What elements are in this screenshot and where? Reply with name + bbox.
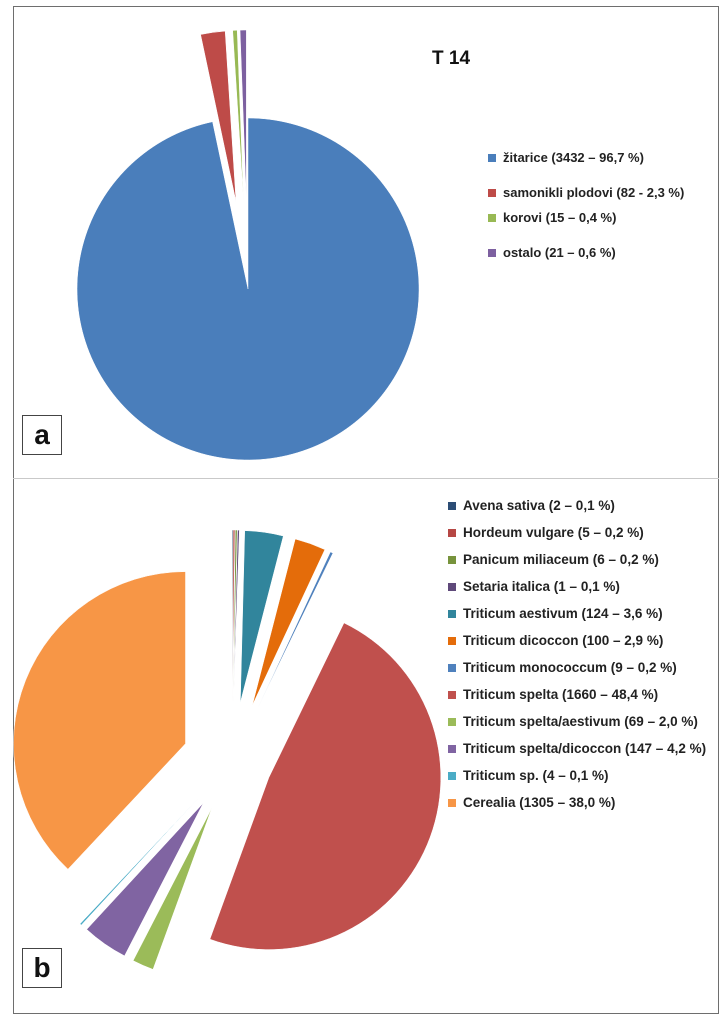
b-legend-label-9: Triticum spelta/dicoccon (147 – 4,2 %)	[463, 741, 707, 756]
b-legend-item-11: Cerealia (1305 – 38,0 %)	[448, 795, 720, 811]
b-legend-item-6: Triticum monococcum (9 – 0,2 %)	[448, 660, 720, 676]
b-legend-label-1: Hordeum vulgare (5 – 0,2 %)	[463, 525, 644, 540]
b-slice-10	[79, 798, 199, 926]
b-legend-item-0: Avena sativa (2 – 0,1 %)	[448, 498, 720, 514]
b-legend-item-5: Triticum dicoccon (100 – 2,9 %)	[448, 633, 720, 649]
b-legend-swatch-2	[448, 556, 456, 564]
b-legend-item-7: Triticum spelta (1660 – 48,4 %)	[448, 687, 720, 703]
a-legend-item-3: ostalo (21 – 0,6 %)	[488, 245, 718, 261]
b-legend-label-5: Triticum dicoccon (100 – 2,9 %)	[463, 633, 664, 648]
b-legend-swatch-1	[448, 529, 456, 537]
b-slice-7	[209, 622, 442, 950]
b-legend-item-9: Triticum spelta/dicoccon (147 – 4,2 %)	[448, 741, 720, 757]
b-legend-swatch-3	[448, 583, 456, 591]
b-legend-swatch-5	[448, 637, 456, 645]
b-legend-item-3: Setaria italica (1 – 0,1 %)	[448, 579, 720, 595]
a-legend-swatch-2	[488, 214, 496, 222]
panel-label-b: b	[22, 948, 62, 988]
b-legend-label-7: Triticum spelta (1660 – 48,4 %)	[463, 687, 659, 702]
b-legend-item-4: Triticum aestivum (124 – 3,6 %)	[448, 606, 720, 622]
b-legend-label-6: Triticum monococcum (9 – 0,2 %)	[463, 660, 677, 675]
panel-label-a: a	[22, 415, 62, 455]
b-legend-item-10: Triticum sp. (4 – 0,1 %)	[448, 768, 720, 784]
b-legend-label-2: Panicum miliaceum (6 – 0,2 %)	[463, 552, 659, 567]
figure-frame	[13, 6, 719, 1014]
a-legend-label-0: žitarice (3432 – 96,7 %)	[503, 150, 644, 165]
a-legend-swatch-3	[488, 249, 496, 257]
b-legend-label-10: Triticum sp. (4 – 0,1 %)	[463, 768, 609, 783]
chart-a-title: T 14	[432, 48, 471, 69]
b-legend-label-4: Triticum aestivum (124 – 3,6 %)	[463, 606, 663, 621]
b-slice-6	[257, 551, 334, 708]
a-legend-item-1: samonikli plodovi (82 - 2,3 %)	[488, 185, 718, 201]
b-slice-8	[132, 807, 213, 970]
legend-b: Avena sativa (2 – 0,1 %) Hordeum vulgare …	[448, 498, 720, 822]
b-legend-item-2: Panicum miliaceum (6 – 0,2 %)	[448, 552, 720, 568]
b-legend-label-3: Setaria italica (1 – 0,1 %)	[463, 579, 620, 594]
b-slice-11	[13, 571, 186, 870]
b-slice-3	[233, 529, 240, 703]
a-slice-3	[239, 29, 247, 202]
a-legend-label-1: samonikli plodovi (82 - 2,3 %)	[503, 185, 685, 200]
b-legend-swatch-10	[448, 772, 456, 780]
pie-chart-a	[76, 29, 420, 461]
b-legend-swatch-9	[448, 745, 456, 753]
a-legend-swatch-0	[488, 154, 496, 162]
a-legend-label-3: ostalo (21 – 0,6 %)	[503, 245, 616, 260]
b-slice-4	[240, 530, 284, 703]
b-legend-item-1: Hordeum vulgare (5 – 0,2 %)	[448, 525, 720, 541]
a-slice-2	[232, 29, 244, 202]
b-legend-swatch-11	[448, 799, 456, 807]
b-legend-swatch-0	[448, 502, 456, 510]
b-slice-1	[232, 529, 236, 703]
b-slice-5	[252, 538, 326, 706]
b-legend-item-8: Triticum spelta/aestivum (69 – 2,0 %)	[448, 714, 720, 730]
legend-a: žitarice (3432 – 96,7 %) samonikli plodov…	[488, 150, 718, 280]
b-legend-label-11: Cerealia (1305 – 38,0 %)	[463, 795, 616, 810]
panel-divider	[13, 478, 719, 479]
a-legend-item-2: korovi (15 – 0,4 %)	[488, 210, 718, 226]
b-legend-swatch-4	[448, 610, 456, 618]
b-legend-swatch-8	[448, 718, 456, 726]
b-legend-label-0: Avena sativa (2 – 0,1 %)	[463, 498, 615, 513]
a-slice-0	[76, 117, 420, 461]
b-legend-label-8: Triticum spelta/aestivum (69 – 2,0 %)	[463, 714, 698, 729]
a-slice-1	[200, 30, 237, 202]
b-legend-swatch-6	[448, 664, 456, 672]
a-legend-item-0: žitarice (3432 – 96,7 %)	[488, 150, 718, 166]
b-slice-2	[232, 529, 238, 703]
b-slice-9	[86, 802, 204, 957]
b-legend-swatch-7	[448, 691, 456, 699]
a-legend-label-2: korovi (15 – 0,4 %)	[503, 210, 617, 225]
a-legend-swatch-1	[488, 189, 496, 197]
